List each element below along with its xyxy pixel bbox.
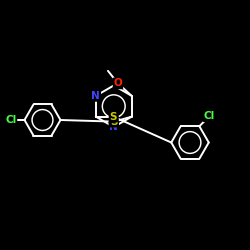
Text: S: S	[110, 117, 118, 127]
Text: O: O	[114, 78, 122, 88]
Text: N: N	[110, 122, 118, 132]
Text: N: N	[92, 91, 100, 101]
Text: Cl: Cl	[5, 115, 16, 125]
Text: Cl: Cl	[204, 111, 215, 121]
Text: S: S	[110, 112, 117, 122]
